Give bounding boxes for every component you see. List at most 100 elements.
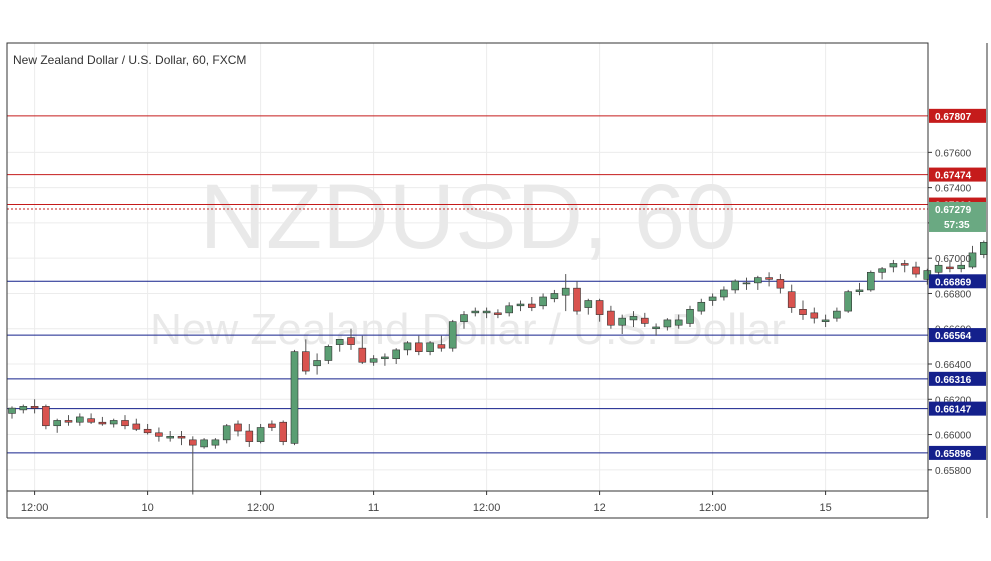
candle-body [935,265,942,272]
candle-body [20,406,27,410]
candle-body [946,267,953,269]
candle-body [800,309,807,314]
candle[interactable] [280,420,287,445]
price-tick-label: 0.67000 [935,254,972,265]
candle-body [280,422,287,441]
candle-body [980,242,987,254]
candle-body [472,311,479,313]
candle-body [404,343,411,350]
candle-body [811,313,818,318]
candle-body [709,297,716,301]
candle-body [268,424,275,428]
candle-body [540,297,547,306]
candle-body [833,311,840,318]
watermark: NZDUSD, 60 New Zealand Dollar / U.S. Dol… [150,166,786,354]
candle-body [675,320,682,325]
candle-body [167,436,174,438]
candle-body [664,320,671,327]
candle-body [110,420,117,424]
candle-body [641,318,648,323]
candle-body [585,301,592,308]
candle[interactable] [449,320,456,352]
candle-body [133,424,140,429]
last-price-label: 0.67279 [935,205,972,216]
candle-body [754,278,761,283]
candle-body [720,290,727,297]
candle-body [653,327,660,329]
candle-body [438,345,445,349]
candle-body [619,318,626,325]
candle-body [302,352,309,371]
candle-body [359,348,366,362]
candle-body [381,357,388,359]
time-tick-label: 11 [368,502,379,514]
candle-body [596,301,603,315]
level-price-label: 0.66316 [935,375,972,386]
symbol-title: New Zealand Dollar / U.S. Dollar, 60, FX… [13,53,246,67]
candle-body [314,360,321,365]
candle-body [144,429,151,433]
candle-body [822,320,829,322]
candle-body [88,419,95,423]
candle-body [562,288,569,295]
candle-body [427,343,434,352]
candle-body [370,359,377,363]
time-tick-label: 12:00 [473,502,501,514]
candle-body [687,309,694,323]
time-tick-label: 12:00 [699,502,727,514]
level-price-label: 0.67474 [935,171,972,182]
watermark-symbol: NZDUSD, 60 [200,166,737,268]
level-price-label: 0.65896 [935,449,972,460]
price-tick-label: 0.67600 [935,148,972,159]
candle-body [732,281,739,290]
candle-body [9,408,16,413]
level-price-label: 0.67807 [935,112,972,123]
price-tick-label: 0.66000 [935,431,972,442]
candle[interactable] [201,438,208,449]
candle[interactable] [42,405,49,430]
candle-body [122,420,129,425]
candle[interactable] [291,350,298,445]
candle-body [879,269,886,273]
candle-body [743,283,750,284]
candle-body [607,311,614,325]
price-tick-label: 0.66800 [935,289,972,300]
candle-body [958,265,965,269]
candle-body [65,420,72,422]
candle-body [189,440,196,445]
candle-body [449,322,456,348]
candle-body [517,304,524,306]
candle-body [574,288,581,311]
candle-body [257,428,264,442]
candle-body [630,316,637,320]
time-tick-label: 12 [593,502,605,514]
candle-body [528,304,535,308]
candle-body [246,431,253,442]
candle[interactable] [867,271,874,292]
candle-body [890,263,897,267]
candle-body [913,267,920,274]
candle-body [777,279,784,288]
candle-body [212,440,219,445]
candle-body [551,293,558,298]
candle-body [788,292,795,308]
level-price-label: 0.66147 [935,405,972,416]
candle-body [291,352,298,444]
candle-body [494,313,501,315]
candle-body [178,436,185,438]
candle-body [235,424,242,431]
time-tick-label: 12:00 [247,502,275,514]
candle-body [393,350,400,359]
candle-body [54,420,61,425]
candle-body [867,272,874,290]
price-tick-label: 0.65800 [935,466,972,477]
candle-body [766,278,773,280]
price-tick-label: 0.66400 [935,360,972,371]
candle[interactable] [845,290,852,313]
candle-body [155,433,162,437]
candle-body [348,338,355,345]
bar-countdown-label: 57:35 [944,220,970,231]
level-price-label: 0.66869 [935,277,972,288]
